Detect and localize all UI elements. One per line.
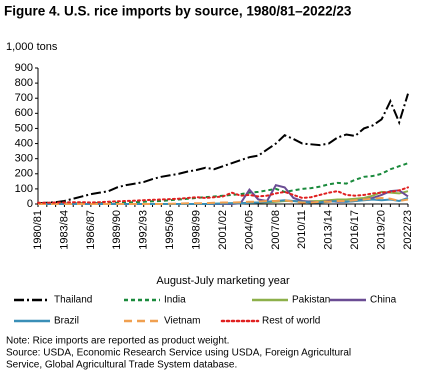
x-tick-label: 2004/05 <box>243 210 255 250</box>
x-tick-label: 2001/02 <box>217 210 229 250</box>
series-line <box>37 93 409 205</box>
y-tick-label: 200 <box>15 168 33 180</box>
series-line <box>38 197 409 205</box>
y-tick-label: 0 <box>27 198 33 210</box>
x-tick-label: 1989/90 <box>111 210 123 250</box>
x-tick-label: 2010/11 <box>296 210 308 249</box>
y-tick-label: 500 <box>15 122 33 134</box>
note: Note: Rice imports are reported as produ… <box>6 336 229 347</box>
x-tick-label: 2013/14 <box>323 210 335 250</box>
series-line <box>38 162 409 205</box>
x-axis-label: August-July marketing year <box>156 275 290 287</box>
x-tick-label: 1983/84 <box>58 210 70 250</box>
series-line <box>38 196 409 205</box>
x-tick-label: 1998/99 <box>190 210 202 250</box>
x-tick-label: 2016/17 <box>349 210 361 250</box>
legend-label: Vietnam <box>164 316 201 327</box>
y-tick-label: 800 <box>15 77 33 89</box>
y-tick-label: 100 <box>15 183 33 195</box>
x-tick-label: 1995/96 <box>164 210 176 250</box>
legend-label: Pakistan <box>292 295 330 306</box>
y-tick-label: 600 <box>15 107 33 119</box>
x-tick-label: 2019/20 <box>375 210 387 250</box>
x-tick-label: 2007/08 <box>270 210 282 250</box>
legend-label: Thailand <box>54 295 92 306</box>
x-tick-label: 1980/81 <box>32 210 44 250</box>
x-tick-label: 1992/93 <box>138 210 150 250</box>
x-tick-label: 1986/87 <box>85 210 97 250</box>
legend-label: Rest of world <box>262 316 320 327</box>
legend-label: Brazil <box>54 316 79 327</box>
y-axis-label: 1,000 tons <box>6 41 58 53</box>
chart-title: Figure 4. U.S. rice imports by source, 1… <box>4 4 352 19</box>
source: Source: USDA, Economic Research Service … <box>6 348 351 359</box>
y-tick-label: 300 <box>15 153 33 165</box>
y-tick-label: 900 <box>15 62 33 74</box>
y-tick-label: 700 <box>15 92 33 104</box>
legend-label: India <box>164 295 186 306</box>
legend-label: China <box>370 295 397 306</box>
series-line <box>37 186 409 204</box>
y-tick-label: 400 <box>15 137 33 149</box>
source: Service, Global Agricultural Trade Syste… <box>6 360 237 371</box>
x-tick-label: 2022/23 <box>402 210 414 250</box>
